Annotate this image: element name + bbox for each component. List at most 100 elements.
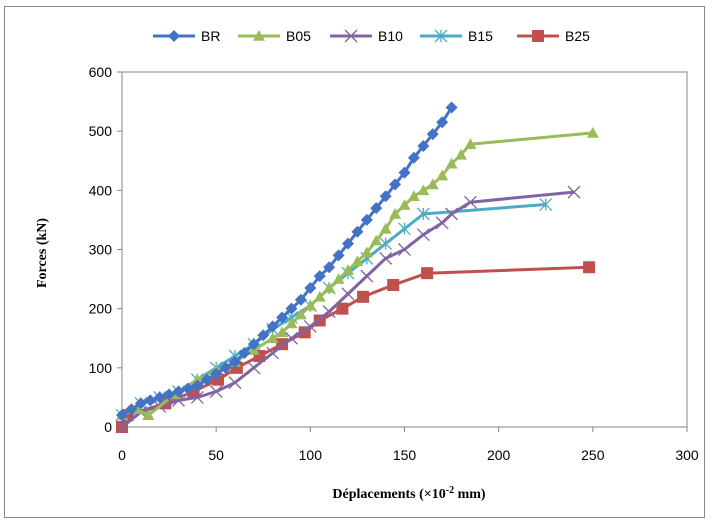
data-point [313, 270, 326, 283]
data-point [341, 287, 355, 301]
x-tick-label: 100 [299, 447, 323, 463]
legend-label: B10 [378, 28, 403, 44]
data-point [276, 311, 289, 324]
x-axis-title-unit: mm) [454, 487, 486, 502]
data-point [266, 332, 279, 344]
data-point [357, 290, 370, 303]
series-b15 [115, 198, 553, 422]
x-axis-title-main: Déplacements (×10 [332, 487, 445, 502]
data-point [153, 391, 166, 404]
data-point [416, 207, 430, 221]
data-point [360, 246, 373, 258]
series-line [121, 106, 453, 417]
data-point [200, 373, 213, 386]
series-b05 [116, 126, 599, 420]
data-point [445, 157, 458, 169]
data-point [266, 346, 280, 360]
x-axis-title-sup: -2 [446, 485, 454, 496]
x-tick-label: 200 [487, 447, 511, 463]
legend-label: B25 [565, 28, 590, 44]
data-point [455, 148, 467, 160]
data-point [421, 267, 434, 280]
data-point [276, 326, 289, 338]
data-point [342, 237, 354, 250]
data-point [181, 382, 194, 395]
data-point [532, 30, 544, 42]
data-point [387, 279, 400, 291]
data-point [370, 234, 383, 246]
y-axis-title: Forces (kN) [35, 218, 50, 288]
data-point [115, 420, 129, 434]
data-point [313, 290, 326, 302]
data-point [172, 385, 185, 398]
legend-label: B05 [286, 28, 311, 44]
data-point [210, 367, 223, 380]
series-br [116, 101, 458, 422]
data-point [586, 126, 599, 138]
data-point [567, 185, 581, 199]
legend-item-br: BR [153, 28, 220, 44]
y-tick-label: 400 [89, 182, 113, 198]
data-point [323, 281, 336, 293]
x-tick-label: 150 [393, 447, 417, 463]
data-point [191, 373, 204, 385]
data-point [322, 305, 336, 319]
data-point [303, 319, 317, 333]
data-point [209, 385, 223, 398]
data-point [389, 208, 402, 219]
data-point [228, 376, 242, 390]
data-point [285, 302, 298, 315]
data-point [398, 222, 411, 236]
data-point [168, 30, 180, 42]
data-point [398, 199, 411, 210]
data-point [144, 394, 157, 407]
data-point [583, 261, 596, 274]
series-line [121, 131, 593, 417]
data-point [344, 29, 358, 43]
x-tick-label: 250 [581, 447, 605, 463]
y-tick-label: 0 [104, 419, 112, 435]
data-point [294, 308, 307, 320]
x-tick-label: 50 [208, 447, 224, 463]
data-point [417, 184, 430, 196]
data-point [342, 264, 354, 276]
data-point [190, 390, 204, 404]
data-point [370, 202, 383, 215]
data-point [426, 178, 439, 190]
data-point [426, 128, 439, 141]
x-tick-label: 300 [675, 447, 699, 463]
y-tick-label: 500 [89, 123, 113, 139]
data-point [285, 331, 298, 345]
data-point [125, 403, 138, 416]
data-point [323, 261, 336, 274]
data-point [253, 30, 265, 41]
data-point [436, 169, 449, 181]
data-point [417, 139, 430, 152]
y-tick-label: 100 [89, 360, 113, 376]
series-line [121, 203, 546, 417]
legend-label: B15 [468, 28, 493, 44]
data-point [285, 317, 298, 329]
data-point [379, 222, 392, 234]
data-point [257, 329, 270, 342]
data-point [360, 269, 374, 283]
data-point [434, 29, 448, 43]
x-axis-title: Déplacements (×10-2 mm) [332, 485, 486, 503]
data-point [398, 166, 411, 179]
y-tick-label: 300 [89, 242, 113, 258]
data-point [336, 302, 349, 315]
data-point [191, 379, 204, 392]
data-point [445, 101, 458, 114]
legend-item-b05: B05 [238, 28, 311, 44]
data-point [266, 320, 279, 333]
chart-frame: 0 100 200 300 400 500 600 0 50 100 150 200 250 300 BR… [4, 6, 705, 518]
data-point [463, 195, 477, 209]
data-point [351, 225, 364, 238]
data-point [142, 409, 155, 420]
data-point [116, 409, 128, 422]
data-point [304, 299, 317, 311]
data-point [163, 388, 176, 401]
legend-item-b15: B15 [420, 28, 493, 44]
legend-item-b25: B25 [517, 28, 590, 44]
data-point [416, 228, 430, 242]
